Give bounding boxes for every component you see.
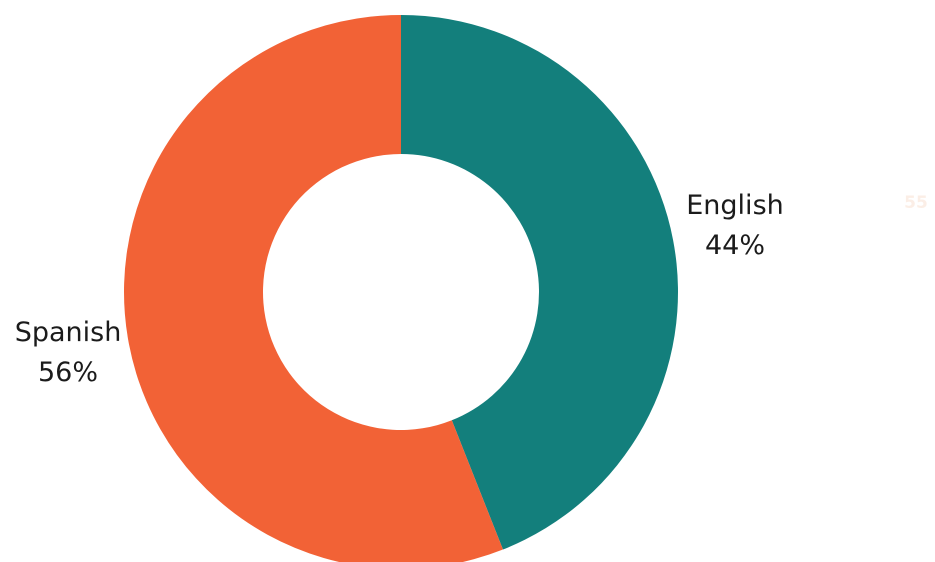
slice-spanish — [124, 15, 503, 562]
slice-value-label-spanish: 56% — [38, 357, 98, 388]
slice-english — [401, 15, 678, 550]
slice-labels: English 44% Spanish 56% — [15, 190, 784, 388]
slice-label-spanish: Spanish — [15, 317, 122, 348]
donut-slices — [124, 15, 678, 562]
page-number: 55 — [904, 193, 928, 213]
slice-value-label-english: 44% — [705, 230, 765, 261]
slice-label-english: English — [686, 190, 784, 221]
